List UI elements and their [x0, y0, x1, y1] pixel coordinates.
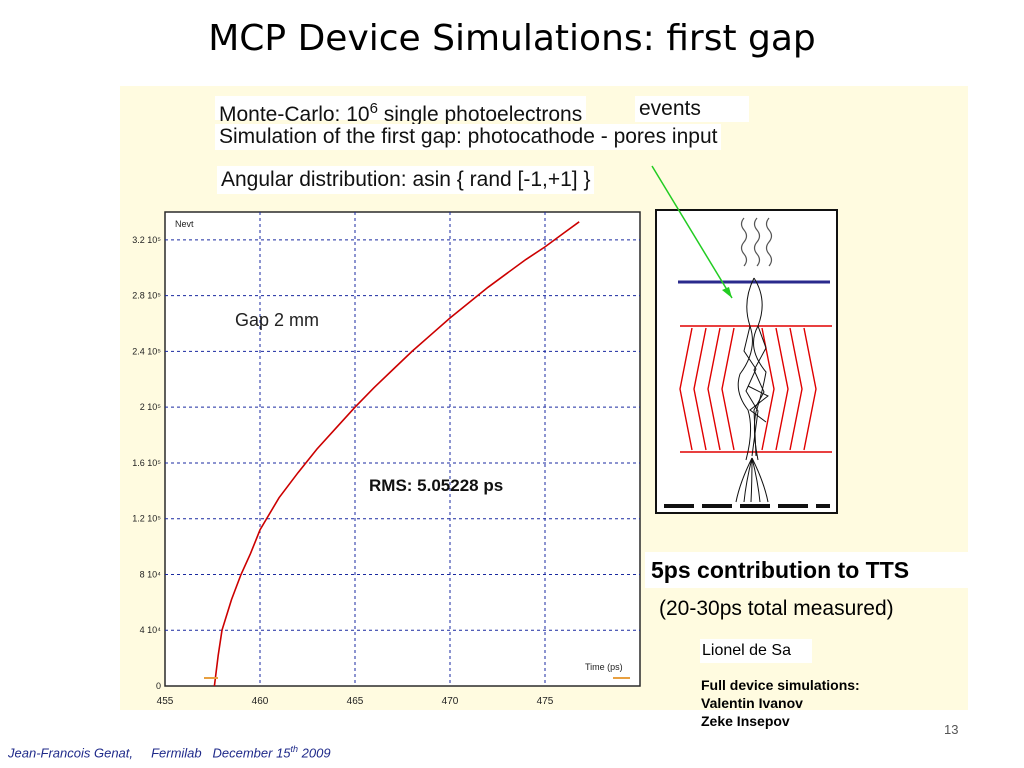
footer-lab: Fermilab	[151, 745, 202, 761]
measured-label: (20-30ps total measured)	[659, 597, 894, 620]
plot-area	[164, 211, 641, 687]
x-tick-label: 465	[347, 696, 364, 707]
footer: Jean-Francois Genat, Fermilab December 1…	[8, 744, 331, 760]
electron-trajectories	[735, 277, 769, 503]
diagram-frame	[655, 209, 838, 514]
y-tick-labels: 0 4 10⁴ 8 10⁴ 1.2 10⁵ 1.6 10⁵ 2 10⁵ 2.4 10⁵ 2.8…	[132, 235, 161, 691]
series-line	[213, 221, 580, 687]
x-tick-label: 470	[442, 696, 459, 707]
y-tick-label: 2.8 10⁵	[132, 291, 161, 301]
header-line1-exponent: 6	[369, 100, 378, 117]
header-line1-post: single photoelectrons	[377, 103, 583, 126]
y-tick-label: 8 10⁴	[140, 569, 162, 579]
slide-number: 13	[944, 722, 959, 737]
x-tick-label: 460	[252, 696, 269, 707]
y-axis-label: Nevt	[175, 219, 194, 229]
credits-block: Full device simulations: Valentin Ivanov…	[701, 676, 860, 730]
y-tick-label: 2.4 10⁵	[132, 346, 161, 356]
credits-name-1: Valentin Ivanov	[701, 695, 803, 711]
figure-panel: Monte-Carlo: 106 single photoelectrons e…	[120, 86, 968, 710]
pointer-arrow-head	[722, 287, 732, 298]
footer-author: Jean-Francois Genat,	[8, 745, 134, 761]
simulation-credit: Lionel de Sa	[700, 639, 812, 663]
y-tick-label: 1.6 10⁵	[132, 458, 161, 468]
header-line1-pre: Monte-Carlo: 10	[219, 103, 370, 126]
y-tick-label: 0	[156, 681, 161, 691]
photon-wave-3	[765, 217, 773, 267]
header-line2: Simulation of the first gap: photocathod…	[215, 124, 722, 150]
y-tick-label: 1.2 10⁵	[132, 514, 161, 524]
header-line3: Angular distribution: asin { rand [-1,+1…	[217, 166, 595, 194]
y-tick-label: 2 10⁵	[140, 402, 162, 412]
y-tick-label: 3.2 10⁵	[132, 235, 161, 245]
gap-annotation: Gap 2 mm	[235, 310, 319, 330]
x-tick-label: 475	[537, 696, 554, 707]
mcp-diagram	[651, 165, 838, 514]
x-tick-labels: 455 460 465 470 475	[157, 696, 554, 707]
rms-annotation: RMS: 5.05228 ps	[369, 476, 503, 495]
x-tick-label: 455	[157, 696, 174, 707]
chart-grid	[165, 212, 640, 686]
photon-wave-2	[753, 217, 761, 267]
footer-year: 2009	[298, 745, 331, 761]
chart: 455 460 465 470 475 0 4 10⁴ 8 10⁴ 1.2 10⁵ 1.6 10…	[132, 165, 838, 707]
header-line1: Monte-Carlo: 106 single photoelectrons	[215, 96, 587, 126]
slide-title: MCP Device Simulations: first gap	[208, 18, 816, 59]
header-events: events	[635, 96, 749, 122]
credits-name-2: Zeke Insepov	[701, 713, 790, 729]
footer-date-sup: th	[290, 744, 299, 754]
x-axis-label: Time (ps)	[585, 662, 623, 672]
pointer-arrow	[651, 165, 733, 299]
y-tick-label: 4 10⁴	[140, 625, 162, 635]
credits-title: Full device simulations:	[701, 677, 860, 693]
photon-wave-1	[740, 217, 748, 267]
footer-date: December 15	[212, 745, 291, 761]
tts-contribution-label: 5ps contribution to TTS	[645, 552, 969, 588]
